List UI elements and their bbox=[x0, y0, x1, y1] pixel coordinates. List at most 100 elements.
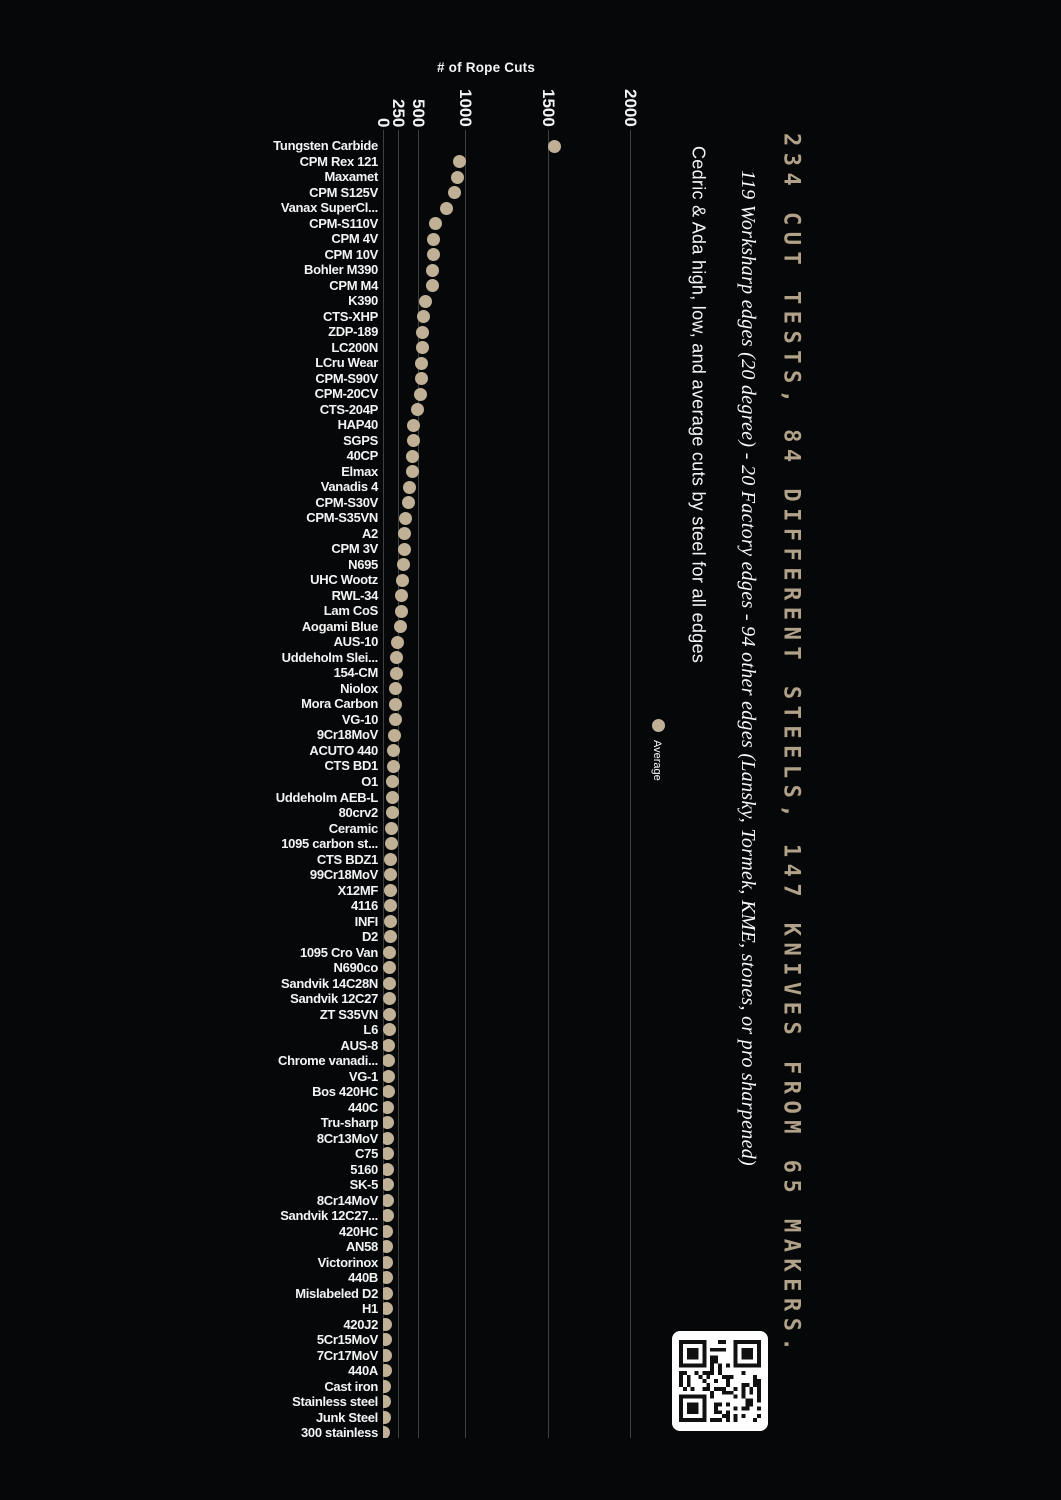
steel-label: VG-10 bbox=[341, 711, 378, 727]
steel-label: Ceramic bbox=[328, 820, 379, 836]
average-dot bbox=[383, 1286, 393, 1300]
average-dot bbox=[383, 883, 397, 897]
steel-label: 8Cr13MoV bbox=[316, 1130, 378, 1146]
steel-label: CPM-S35VN bbox=[306, 510, 378, 526]
steel-label: Elmax bbox=[341, 463, 378, 479]
steel-label: Mora Carbon bbox=[301, 696, 378, 712]
average-dot bbox=[383, 899, 397, 913]
average-dot bbox=[383, 1069, 395, 1083]
steel-label: 420J2 bbox=[343, 1316, 378, 1332]
steel-label: Cast iron bbox=[324, 1378, 378, 1394]
average-dot bbox=[387, 728, 401, 742]
average-dot bbox=[395, 589, 409, 603]
steel-label: 4116 bbox=[350, 898, 378, 914]
steel-label: INFI bbox=[354, 913, 379, 929]
steel-label: CPM-20CV bbox=[314, 386, 379, 402]
average-dot bbox=[419, 294, 433, 308]
average-dot bbox=[383, 1023, 396, 1037]
steel-labels: Tungsten Carbide CPM Rex 121 Maxamet CPM S1… bbox=[148, 0, 378, 1450]
steel-label: Tru-sharp bbox=[320, 1115, 379, 1131]
steel-label: AUS-8 bbox=[340, 1037, 378, 1053]
average-dot bbox=[383, 1193, 394, 1207]
steel-label: SGPS bbox=[343, 432, 378, 448]
average-dot bbox=[405, 449, 419, 463]
average-dot bbox=[383, 1255, 394, 1269]
average-dot bbox=[448, 186, 462, 200]
steel-label: Lam CoS bbox=[323, 603, 379, 619]
steel-label: AN58 bbox=[345, 1239, 378, 1255]
average-dot bbox=[425, 279, 439, 293]
average-dot bbox=[383, 914, 397, 928]
average-dot bbox=[415, 341, 429, 355]
average-dot bbox=[383, 1178, 394, 1192]
steel-label: 420HC bbox=[339, 1223, 378, 1239]
average-dot bbox=[386, 759, 400, 773]
average-dot bbox=[383, 1147, 395, 1161]
steel-label: CTS-204P bbox=[319, 401, 379, 417]
average-dot bbox=[383, 1224, 394, 1238]
qr-code bbox=[672, 1331, 768, 1431]
average-dot bbox=[383, 1085, 395, 1099]
steel-label: K390 bbox=[348, 293, 378, 309]
average-dot bbox=[426, 248, 440, 262]
steel-label: Aogami Blue bbox=[301, 618, 378, 634]
steel-label: D2 bbox=[361, 929, 378, 945]
steel-label: Uddeholm Slei... bbox=[281, 649, 379, 665]
steel-label: SK-5 bbox=[349, 1177, 379, 1193]
average-dot bbox=[396, 573, 410, 587]
average-dot bbox=[383, 1302, 393, 1316]
average-dot bbox=[383, 1100, 395, 1114]
steel-label: 40CP bbox=[346, 448, 379, 464]
average-dot bbox=[414, 356, 428, 370]
average-dot bbox=[429, 217, 443, 231]
steel-label: 9Cr18MoV bbox=[316, 727, 378, 743]
average-dot bbox=[388, 697, 402, 711]
axis-tick-label: 2000 bbox=[621, 89, 640, 127]
average-dot bbox=[450, 170, 464, 184]
average-dot bbox=[386, 775, 400, 789]
average-dot bbox=[414, 372, 428, 386]
steel-label: Sandvik 14C28N bbox=[281, 975, 378, 991]
average-dot bbox=[416, 325, 430, 339]
steel-label: Stainless steel bbox=[292, 1394, 378, 1410]
steel-label: N695 bbox=[348, 556, 378, 572]
average-dot bbox=[383, 1240, 394, 1254]
steel-label: LC200N bbox=[331, 339, 378, 355]
axis-tick-labels: 0 250 500 1000 1500 2000 bbox=[374, 0, 643, 128]
average-dot bbox=[383, 1364, 393, 1378]
average-dot bbox=[383, 1333, 393, 1347]
steel-label: C75 bbox=[355, 1146, 378, 1162]
average-dot bbox=[397, 527, 411, 541]
average-dot bbox=[390, 635, 404, 649]
average-dot bbox=[390, 666, 404, 680]
average-dot bbox=[384, 852, 398, 866]
average-dot bbox=[395, 604, 409, 618]
average-dot bbox=[385, 790, 399, 804]
average-dot bbox=[385, 821, 399, 835]
steel-label: 5160 bbox=[350, 1161, 378, 1177]
steel-label: 300 stainless bbox=[300, 1425, 378, 1441]
steel-label: UHC Wootz bbox=[310, 572, 378, 588]
average-dot bbox=[387, 744, 401, 758]
average-dot bbox=[383, 1410, 391, 1424]
average-dot bbox=[383, 1426, 391, 1438]
average-dot bbox=[452, 155, 466, 168]
axis-title: # of Rope Cuts bbox=[437, 60, 536, 75]
steel-label: 440A bbox=[348, 1363, 378, 1379]
gridline bbox=[547, 130, 549, 1438]
steel-label: CPM M4 bbox=[329, 277, 378, 293]
steel-label: AUS-10 bbox=[333, 634, 379, 650]
axis-tick-label: 500 bbox=[408, 98, 428, 127]
axis-tick-label: 0 bbox=[374, 117, 393, 127]
average-dot bbox=[385, 806, 399, 820]
steel-label: 440C bbox=[348, 1099, 378, 1115]
steel-label: X12MF bbox=[337, 882, 379, 898]
steel-label: CTS BD1 bbox=[324, 758, 378, 774]
average-dot bbox=[383, 1116, 395, 1130]
legend-label: Average bbox=[651, 740, 663, 781]
steel-label: Sandvik 12C27... bbox=[280, 1208, 378, 1224]
steel-label: 8Cr14MoV bbox=[316, 1192, 378, 1208]
steel-label: Tungsten Carbide bbox=[273, 138, 378, 154]
heading-vertical: 234 CUT TESTS, 84 DIFFERENT STEELS, 147 … bbox=[778, 133, 804, 1358]
